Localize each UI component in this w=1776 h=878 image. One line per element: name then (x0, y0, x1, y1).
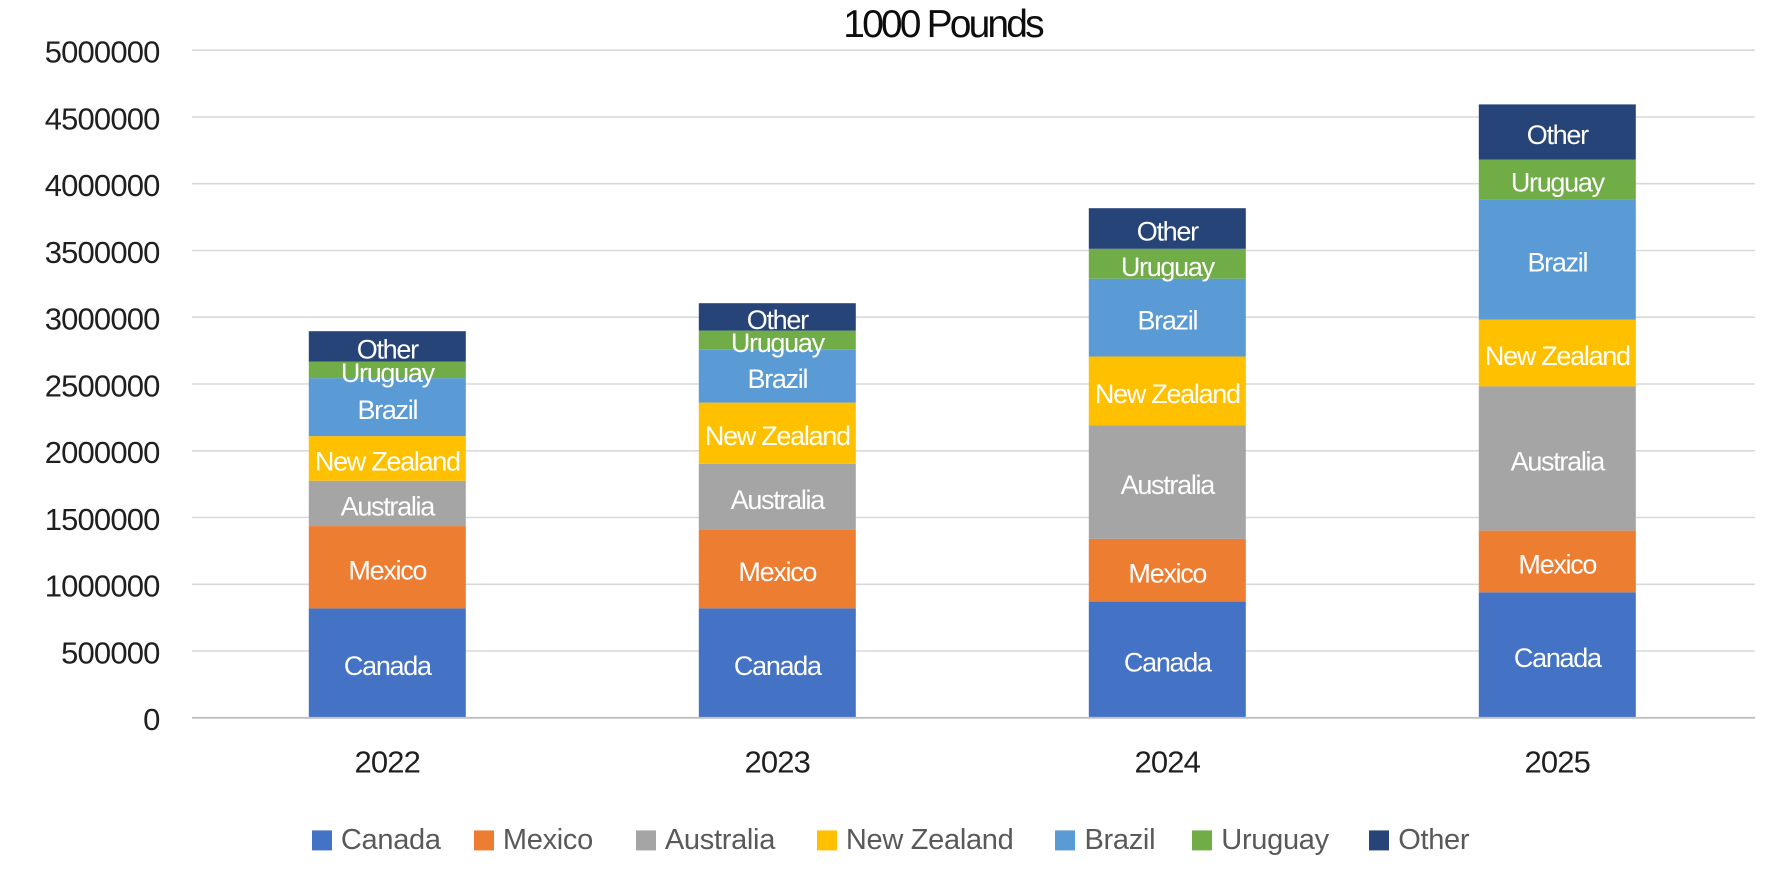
svg-text:1500000: 1500000 (45, 502, 160, 537)
svg-text:1000000: 1000000 (45, 569, 160, 604)
svg-text:New Zealand: New Zealand (1095, 379, 1240, 409)
svg-text:Brazil: Brazil (1085, 824, 1156, 856)
svg-text:3500000: 3500000 (45, 235, 160, 270)
svg-text:Mexico: Mexico (738, 557, 816, 587)
svg-text:2023: 2023 (745, 745, 811, 780)
svg-text:Uruguay: Uruguay (341, 358, 436, 388)
svg-text:Mexico: Mexico (1518, 550, 1596, 580)
svg-text:1000 Pounds: 1000 Pounds (843, 3, 1044, 46)
svg-text:2022: 2022 (355, 745, 421, 780)
svg-text:Australia: Australia (1511, 447, 1607, 477)
svg-text:Canada: Canada (1124, 648, 1213, 678)
svg-text:Uruguay: Uruguay (1221, 824, 1329, 856)
svg-text:Australia: Australia (731, 485, 827, 515)
svg-text:2025: 2025 (1525, 745, 1591, 780)
svg-text:Australia: Australia (665, 824, 776, 856)
svg-text:New Zealand: New Zealand (705, 421, 850, 451)
svg-text:Mexico: Mexico (348, 555, 426, 585)
svg-text:Australia: Australia (1121, 470, 1217, 500)
svg-text:2024: 2024 (1135, 745, 1201, 780)
svg-text:5000000: 5000000 (45, 35, 160, 70)
svg-text:Mexico: Mexico (503, 824, 593, 856)
svg-text:Canada: Canada (341, 824, 442, 856)
svg-text:Canada: Canada (1514, 643, 1603, 673)
svg-text:3000000: 3000000 (45, 302, 160, 337)
svg-text:Brazil: Brazil (1137, 306, 1197, 336)
svg-text:Brazil: Brazil (1527, 247, 1587, 277)
svg-text:Other: Other (1398, 824, 1470, 856)
svg-text:Other: Other (357, 334, 419, 364)
svg-text:New Zealand: New Zealand (1485, 341, 1630, 371)
svg-text:Canada: Canada (344, 651, 433, 681)
svg-text:Other: Other (747, 305, 809, 335)
svg-text:2500000: 2500000 (45, 368, 160, 403)
svg-text:Other: Other (1527, 120, 1589, 150)
svg-text:New Zealand: New Zealand (846, 824, 1014, 856)
svg-text:2000000: 2000000 (45, 435, 160, 470)
svg-text:Canada: Canada (734, 651, 823, 681)
svg-text:Uruguay: Uruguay (731, 328, 826, 358)
svg-text:Other: Other (1137, 217, 1199, 247)
svg-text:Uruguay: Uruguay (1511, 167, 1606, 197)
svg-text:0: 0 (143, 702, 160, 737)
svg-text:Brazil: Brazil (747, 364, 807, 394)
svg-text:4000000: 4000000 (45, 168, 160, 203)
svg-text:New Zealand: New Zealand (315, 446, 460, 476)
svg-text:Mexico: Mexico (1128, 558, 1206, 588)
svg-text:Brazil: Brazil (357, 395, 417, 425)
svg-text:Uruguay: Uruguay (1121, 252, 1216, 282)
svg-text:500000: 500000 (61, 635, 160, 670)
svg-text:4500000: 4500000 (45, 101, 160, 136)
svg-text:Australia: Australia (341, 491, 437, 521)
